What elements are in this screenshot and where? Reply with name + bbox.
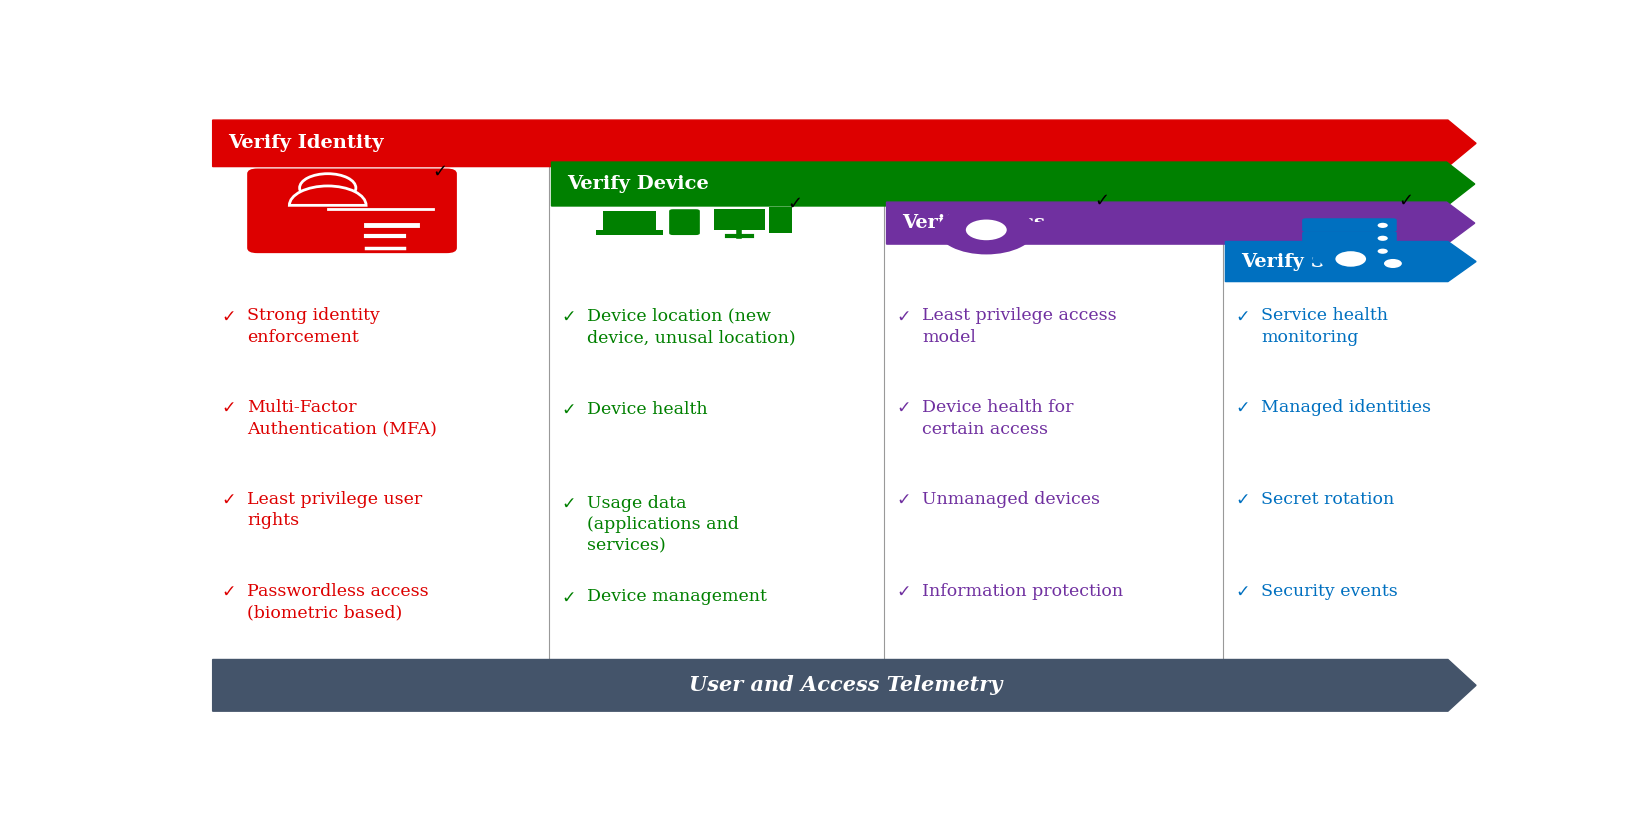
Circle shape: [1374, 254, 1411, 273]
Text: ✓: ✓: [787, 195, 802, 213]
Circle shape: [1322, 266, 1336, 274]
FancyBboxPatch shape: [1302, 232, 1398, 245]
Text: ✓: ✓: [432, 163, 447, 180]
Circle shape: [1343, 240, 1358, 248]
Text: Usage data
(applications and
services): Usage data (applications and services): [587, 495, 739, 555]
Text: ✓: ✓: [221, 582, 236, 601]
Text: ✓: ✓: [898, 307, 911, 326]
Text: ✓: ✓: [1236, 491, 1251, 509]
Text: Unmanaged devices: Unmanaged devices: [922, 491, 1101, 508]
Text: Device health: Device health: [587, 401, 708, 418]
FancyBboxPatch shape: [670, 209, 700, 235]
Text: Verify Service: Verify Service: [1241, 253, 1389, 270]
Text: Information protection: Information protection: [922, 582, 1124, 600]
Text: ✓: ✓: [221, 307, 236, 326]
Circle shape: [1384, 259, 1402, 268]
Text: ✓: ✓: [221, 399, 236, 417]
Polygon shape: [551, 162, 1475, 206]
FancyBboxPatch shape: [714, 209, 766, 230]
Text: ✓: ✓: [1094, 192, 1109, 210]
Text: Strong identity
enforcement: Strong identity enforcement: [248, 307, 380, 346]
FancyBboxPatch shape: [1302, 244, 1398, 258]
Text: Verify Access: Verify Access: [903, 214, 1044, 232]
Text: ✓: ✓: [1236, 399, 1251, 417]
Text: ✓: ✓: [221, 491, 236, 509]
Text: Device health for
certain access: Device health for certain access: [922, 399, 1074, 438]
Text: ✓: ✓: [898, 582, 911, 601]
Polygon shape: [213, 120, 1477, 167]
Circle shape: [300, 174, 356, 202]
FancyBboxPatch shape: [1015, 222, 1117, 237]
Circle shape: [1378, 248, 1388, 253]
Text: Device management: Device management: [587, 588, 767, 606]
Text: Verify Identity: Verify Identity: [228, 134, 383, 153]
FancyBboxPatch shape: [769, 207, 792, 233]
Text: ✓: ✓: [561, 588, 576, 607]
Text: Verify Device: Verify Device: [568, 175, 708, 193]
Polygon shape: [1226, 242, 1477, 282]
Text: Service health
monitoring: Service health monitoring: [1261, 307, 1388, 346]
Polygon shape: [886, 202, 1475, 244]
Circle shape: [1343, 271, 1358, 279]
Circle shape: [1378, 236, 1388, 241]
Circle shape: [1312, 255, 1328, 263]
Text: Least privilege user
rights: Least privilege user rights: [248, 491, 422, 529]
Text: ✓: ✓: [561, 401, 576, 420]
Circle shape: [1335, 251, 1366, 267]
Wedge shape: [289, 186, 366, 206]
Text: Security events: Security events: [1261, 582, 1398, 600]
Text: Managed identities: Managed identities: [1261, 399, 1431, 416]
Circle shape: [1378, 223, 1388, 228]
Circle shape: [937, 206, 1035, 254]
Circle shape: [1374, 255, 1389, 263]
Text: User and Access Telemetry: User and Access Telemetry: [690, 675, 1002, 696]
Circle shape: [965, 220, 1006, 240]
Text: Passwordless access
(biometric based): Passwordless access (biometric based): [248, 582, 429, 621]
Text: ✓: ✓: [898, 399, 911, 417]
FancyBboxPatch shape: [602, 211, 657, 230]
Circle shape: [1365, 244, 1379, 252]
FancyBboxPatch shape: [1086, 230, 1099, 242]
FancyBboxPatch shape: [596, 230, 663, 235]
Text: ✓: ✓: [561, 495, 576, 513]
Circle shape: [1320, 243, 1381, 274]
Text: Multi-Factor
Authentication (MFA): Multi-Factor Authentication (MFA): [248, 399, 437, 438]
Text: ✓: ✓: [1398, 192, 1414, 210]
FancyBboxPatch shape: [1063, 230, 1076, 240]
Text: ✓: ✓: [898, 491, 911, 509]
Text: Secret rotation: Secret rotation: [1261, 491, 1394, 508]
Text: ✓: ✓: [561, 307, 576, 326]
FancyBboxPatch shape: [1302, 218, 1398, 232]
FancyBboxPatch shape: [248, 169, 457, 253]
Circle shape: [1365, 266, 1379, 274]
Text: ✓: ✓: [1236, 582, 1251, 601]
Circle shape: [1322, 244, 1336, 252]
Text: ✓: ✓: [1236, 307, 1251, 326]
Text: Device location (new
device, unusal location): Device location (new device, unusal loca…: [587, 307, 795, 346]
FancyBboxPatch shape: [1102, 230, 1114, 239]
Text: Least privilege access
model: Least privilege access model: [922, 307, 1117, 346]
Polygon shape: [213, 659, 1477, 711]
